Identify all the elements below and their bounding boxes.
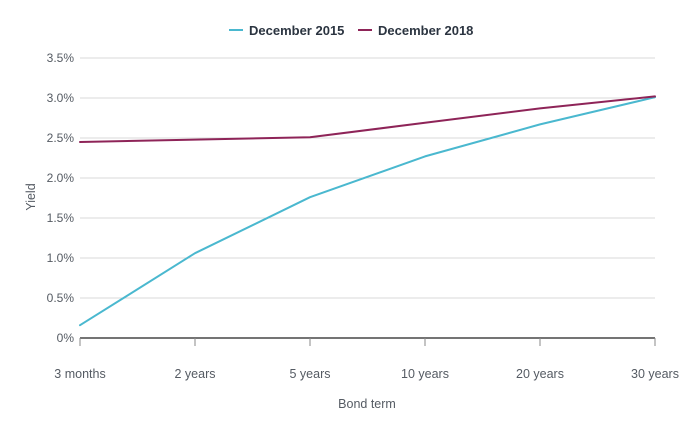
x-axis-ticks: 3 months 2 years 5 years 10 years 20 years 30… xyxy=(54,338,679,381)
x-tick-label-5-years: 5 years xyxy=(290,367,331,381)
x-axis-title: Bond term xyxy=(338,397,396,411)
legend: December 2015 December 2018 xyxy=(229,23,473,38)
y-axis-ticks: 0% 0.5% 1.0% 1.5% 2.0% 2.5% 3.0% 3.5% xyxy=(47,51,75,345)
legend-item-december-2015: December 2015 xyxy=(229,23,344,38)
x-tick-label-20-years: 20 years xyxy=(516,367,564,381)
y-tick-label-0: 0% xyxy=(57,331,75,345)
y-tick-label-2-0: 2.0% xyxy=(47,171,75,185)
legend-label-december-2018: December 2018 xyxy=(378,23,473,38)
y-tick-label-1-5: 1.5% xyxy=(47,211,75,225)
y-tick-label-0-5: 0.5% xyxy=(47,291,75,305)
y-tick-label-2-5: 2.5% xyxy=(47,131,75,145)
x-tick-label-3-months: 3 months xyxy=(54,367,105,381)
series-line-december-2018 xyxy=(79,95,656,143)
legend-item-december-2018: December 2018 xyxy=(358,23,473,38)
y-tick-label-3-0: 3.0% xyxy=(47,91,75,105)
y-tick-label-3-5: 3.5% xyxy=(47,51,75,65)
series-lines xyxy=(79,95,656,327)
x-tick-label-2-years: 2 years xyxy=(175,367,216,381)
series-line-december-2015 xyxy=(79,96,656,327)
gridlines xyxy=(80,57,655,299)
x-tick-label-10-years: 10 years xyxy=(401,367,449,381)
y-axis-title: Yield xyxy=(24,183,38,210)
x-tick-label-30-years: 30 years xyxy=(631,367,679,381)
legend-label-december-2015: December 2015 xyxy=(249,23,344,38)
y-tick-label-1-0: 1.0% xyxy=(47,251,75,265)
